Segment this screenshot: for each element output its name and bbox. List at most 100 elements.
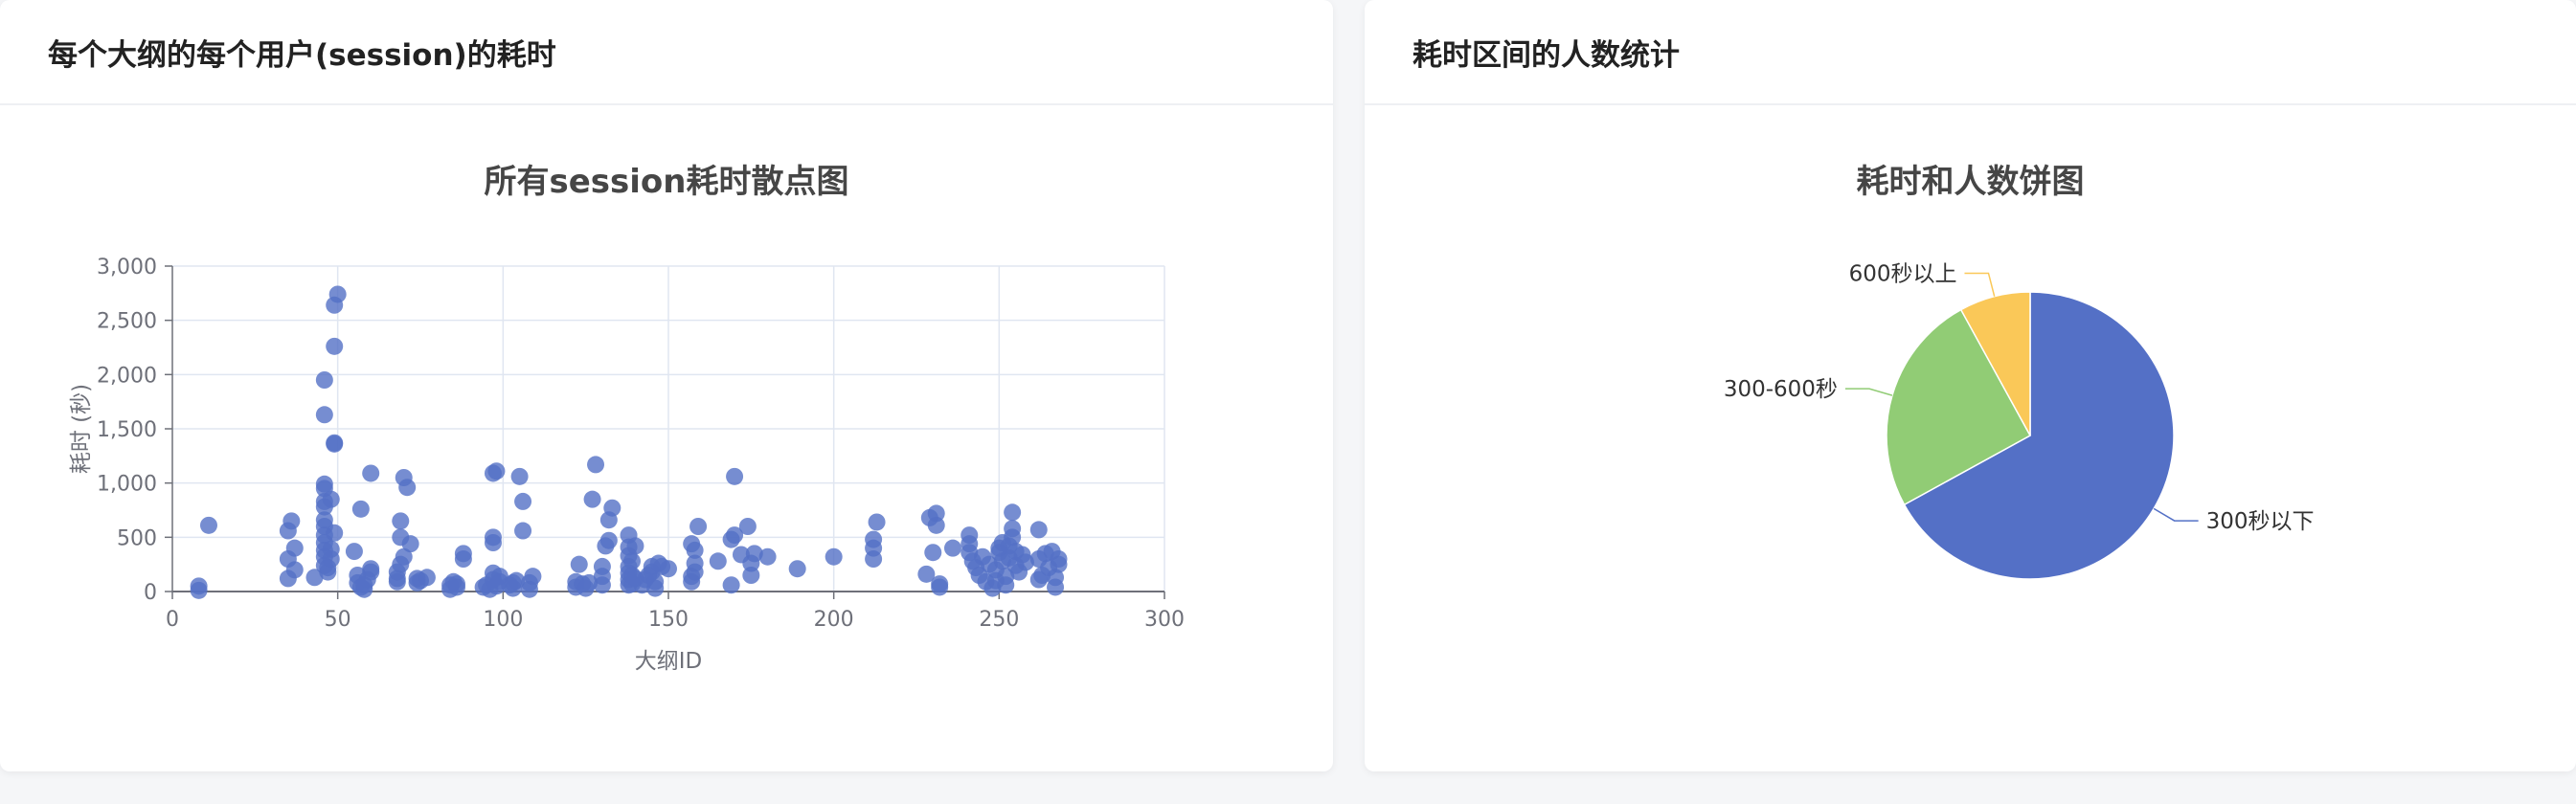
y-tick-label: 1,000 [97,473,157,497]
pie-card-body: 耗时和人数饼图 300秒以下 300-600秒 600秒以上 [1365,105,2576,771]
y-tick-label: 500 [117,526,157,550]
scatter-point[interactable] [927,516,945,534]
scatter-point[interactable] [282,512,301,530]
scatter-point[interactable] [868,513,886,531]
x-tick-label: 0 [166,608,179,632]
scatter-point[interactable] [326,337,344,355]
scatter-point[interactable] [285,561,304,579]
scatter-point[interactable] [508,571,526,590]
scatter-point[interactable] [418,569,436,587]
scatter-point[interactable] [927,504,945,523]
scatter-point[interactable] [447,575,465,593]
scatter-point[interactable] [726,526,744,545]
pie-slice[interactable] [1886,308,2032,506]
scatter-card-header: 每个大纲的每个用户(session)的耗时 [0,0,1333,105]
scatter-point[interactable] [514,492,532,510]
scatter-point[interactable] [401,535,419,553]
scatter-point[interactable] [190,577,208,595]
scatter-point[interactable] [199,516,217,534]
scatter-point[interactable] [1004,520,1022,538]
pie-leader-line [1844,388,1893,396]
scatter-point[interactable] [322,490,340,508]
scatter-point[interactable] [722,576,740,594]
scatter-point[interactable] [709,552,727,570]
scatter-point[interactable] [686,541,704,559]
scatter-point[interactable] [514,522,532,540]
scatter-point[interactable] [487,462,506,480]
scatter-point[interactable] [305,569,324,587]
pie-card-header: 耗时区间的人数统计 [1365,0,2576,105]
scatter-point[interactable] [660,560,677,578]
scatter-point[interactable] [322,540,340,558]
scatter-point[interactable] [315,475,333,493]
scatter-point[interactable] [593,557,611,575]
scatter-point[interactable] [315,371,333,389]
y-tick-label: 1,500 [97,418,157,442]
scatter-chart[interactable]: 0 500 1,000 1,500 2,000 2,500 3,000 0 50 100 150 20… [0,105,1333,771]
scatter-point[interactable] [943,539,961,557]
scatter-point[interactable] [1016,553,1034,571]
scatter-point[interactable] [362,464,380,482]
x-tick-label: 300 [1144,608,1185,632]
scatter-point[interactable] [626,537,644,555]
scatter-point[interactable] [1047,569,1065,587]
x-tick-label: 50 [325,608,351,632]
scatter-point[interactable] [285,539,304,557]
scatter-point[interactable] [788,560,806,578]
scatter-point[interactable] [742,567,760,584]
scatter-point[interactable] [623,552,642,570]
scatter-point[interactable] [758,547,777,566]
scatter-chart-title: 所有session耗时散点图 [484,163,849,201]
pie-slice[interactable] [1959,291,2031,436]
scatter-point[interactable] [326,434,344,452]
scatter-point[interactable] [580,573,599,592]
scatter-point[interactable] [362,560,380,578]
scatter-point[interactable] [345,543,363,561]
scatter-point[interactable] [351,500,370,518]
scatter-point[interactable] [924,544,942,562]
x-tick-label: 250 [979,608,1019,632]
scatter-point[interactable] [570,555,588,573]
x-tick-label: 150 [648,608,689,632]
x-tick-label: 100 [483,608,523,632]
scatter-point[interactable] [1050,550,1068,568]
scatter-point[interactable] [646,572,665,591]
scatter-point[interactable] [398,479,417,497]
scatter-card-body: 所有session耗时散点图 0 500 1,000 1,500 2,000 2,500 3… [0,105,1333,771]
scatter-point[interactable] [1029,521,1048,539]
pie-chart[interactable]: 300秒以下 300-600秒 600秒以上 [1365,105,2576,771]
scatter-point[interactable] [1004,503,1022,522]
scatter-point[interactable] [395,547,413,566]
scatter-point[interactable] [583,490,601,508]
scatter-point[interactable] [328,285,347,303]
scatter-point[interactable] [587,456,605,474]
scatter-point[interactable] [603,499,621,517]
scatter-point[interactable] [484,528,502,547]
y-tick-label: 0 [144,581,157,605]
scatter-point[interactable] [917,565,936,583]
y-axis-label: 耗时 (秒) [69,384,94,474]
pie-leader-line [2153,507,2199,522]
scatter-point[interactable] [510,467,529,485]
scatter-card: 每个大纲的每个用户(session)的耗时 所有session耗时散点图 0 50… [0,0,1333,771]
scatter-point[interactable] [315,511,333,529]
scatter-point[interactable] [689,518,708,535]
scatter-point[interactable] [738,518,757,535]
scatter-point[interactable] [326,524,344,542]
scatter-point[interactable] [997,576,1015,594]
x-axis-label: 大纲ID [635,649,703,674]
scatter-point[interactable] [524,568,542,586]
scatter-point[interactable] [865,530,883,548]
scatter-point[interactable] [745,545,763,563]
scatter-point[interactable] [960,526,979,545]
y-tick-label: 3,000 [97,256,157,279]
scatter-point[interactable] [931,578,949,596]
scatter-point[interactable] [686,554,704,572]
scatter-point[interactable] [599,531,618,549]
pie-card: 耗时区间的人数统计 耗时和人数饼图 300秒以下 300-600秒 600秒以上 [1365,0,2576,771]
scatter-point[interactable] [726,467,744,485]
scatter-point[interactable] [825,547,843,566]
scatter-point[interactable] [315,406,333,424]
scatter-point[interactable] [392,512,410,530]
scatter-point[interactable] [454,545,472,563]
